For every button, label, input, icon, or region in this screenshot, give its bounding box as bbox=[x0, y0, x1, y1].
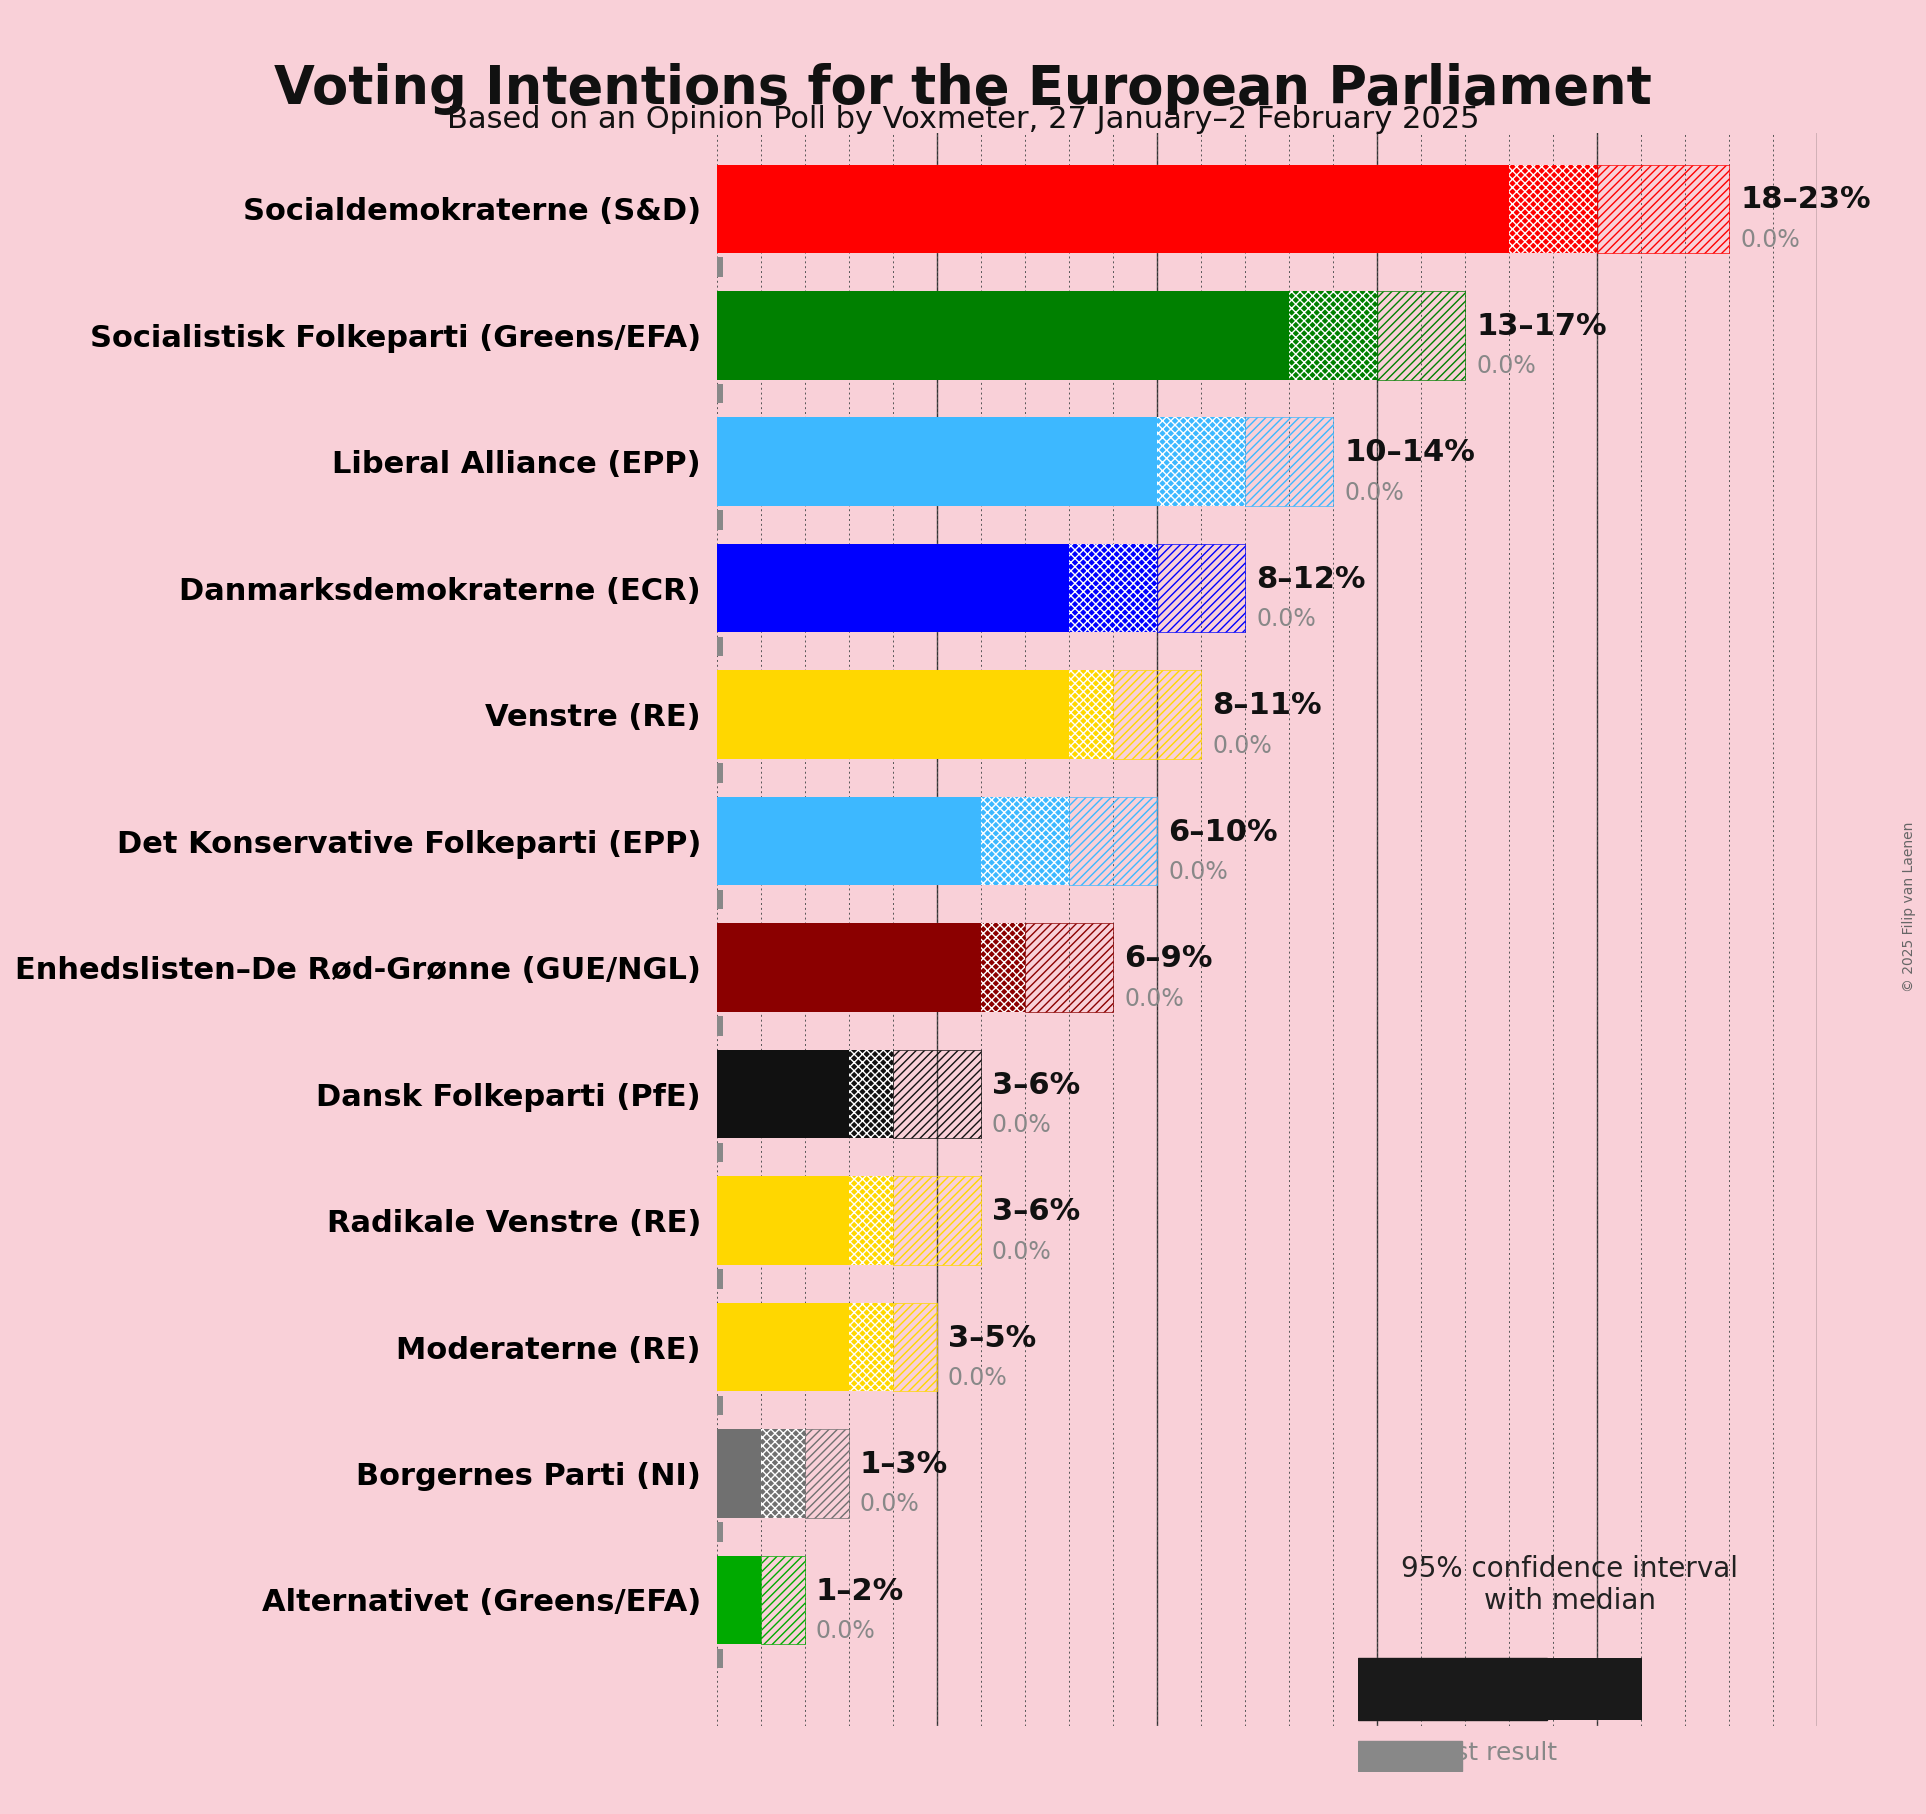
Bar bbox=[1510, 165, 1597, 254]
Bar bbox=[716, 1270, 724, 1288]
Text: 0.0%: 0.0% bbox=[1256, 608, 1315, 631]
Bar bbox=[805, 1429, 849, 1518]
Bar bbox=[716, 1016, 724, 1036]
Text: 6–10%: 6–10% bbox=[1167, 818, 1277, 847]
Bar bbox=[980, 796, 1069, 885]
Text: 0.0%: 0.0% bbox=[1344, 481, 1404, 504]
Text: 8–11%: 8–11% bbox=[1211, 691, 1321, 720]
Bar bbox=[1358, 1658, 1547, 1720]
Bar bbox=[849, 1050, 894, 1139]
Text: 0.0%: 0.0% bbox=[1741, 229, 1801, 252]
Text: 8–12%: 8–12% bbox=[1256, 564, 1366, 593]
Text: 0.0%: 0.0% bbox=[817, 1618, 876, 1643]
Bar bbox=[761, 1429, 805, 1518]
Bar bbox=[716, 1556, 761, 1643]
Text: 95% confidence interval
with median: 95% confidence interval with median bbox=[1402, 1555, 1737, 1614]
Bar bbox=[1069, 671, 1113, 758]
Text: Last result: Last result bbox=[1425, 1741, 1556, 1765]
Text: 0.0%: 0.0% bbox=[992, 1239, 1052, 1264]
Bar bbox=[980, 923, 1025, 1012]
Bar bbox=[716, 165, 1510, 254]
Text: © 2025 Filip van Laenen: © 2025 Filip van Laenen bbox=[1903, 822, 1916, 992]
Text: 0.0%: 0.0% bbox=[1475, 354, 1537, 379]
Bar bbox=[716, 1429, 761, 1518]
Bar bbox=[1288, 290, 1377, 379]
Bar bbox=[716, 385, 724, 403]
Bar bbox=[1597, 165, 1730, 254]
Bar bbox=[716, 1050, 849, 1139]
Bar bbox=[1377, 290, 1466, 379]
Bar bbox=[716, 1649, 724, 1669]
Bar bbox=[716, 671, 1069, 758]
Bar bbox=[1547, 1658, 1643, 1720]
Bar bbox=[716, 796, 980, 885]
Bar bbox=[716, 764, 724, 784]
Bar bbox=[1158, 544, 1244, 633]
Text: 18–23%: 18–23% bbox=[1741, 185, 1870, 214]
Text: 0.0%: 0.0% bbox=[1125, 987, 1184, 1010]
Bar bbox=[716, 1175, 849, 1264]
Bar bbox=[849, 1175, 894, 1264]
Text: 0.0%: 0.0% bbox=[948, 1366, 1007, 1390]
Bar bbox=[894, 1050, 980, 1139]
Text: Voting Intentions for the European Parliament: Voting Intentions for the European Parli… bbox=[273, 63, 1653, 116]
Text: 10–14%: 10–14% bbox=[1344, 439, 1475, 468]
Bar bbox=[716, 1522, 724, 1542]
Text: 13–17%: 13–17% bbox=[1475, 312, 1606, 341]
Bar bbox=[849, 1302, 894, 1391]
Bar bbox=[1158, 417, 1244, 506]
Text: 1–2%: 1–2% bbox=[817, 1576, 903, 1605]
Bar bbox=[894, 1302, 936, 1391]
Bar bbox=[716, 258, 724, 278]
Bar bbox=[1358, 1741, 1462, 1770]
Text: 0.0%: 0.0% bbox=[1167, 860, 1229, 883]
Bar bbox=[716, 637, 724, 657]
Bar bbox=[716, 1143, 724, 1163]
Bar bbox=[716, 417, 1158, 506]
Text: 0.0%: 0.0% bbox=[992, 1114, 1052, 1137]
Text: 3–6%: 3–6% bbox=[992, 1197, 1080, 1226]
Bar bbox=[1244, 417, 1333, 506]
Text: 3–6%: 3–6% bbox=[992, 1070, 1080, 1099]
Bar bbox=[716, 891, 724, 909]
Bar bbox=[1643, 1658, 1737, 1720]
Text: 0.0%: 0.0% bbox=[859, 1493, 921, 1517]
Text: Based on an Opinion Poll by Voxmeter, 27 January–2 February 2025: Based on an Opinion Poll by Voxmeter, 27… bbox=[447, 105, 1479, 134]
Text: 6–9%: 6–9% bbox=[1125, 945, 1213, 974]
Bar bbox=[1113, 671, 1202, 758]
Bar bbox=[1069, 796, 1158, 885]
Bar bbox=[761, 1556, 805, 1643]
Bar bbox=[716, 544, 1069, 633]
Bar bbox=[716, 923, 980, 1012]
Bar bbox=[716, 1302, 849, 1391]
Bar bbox=[716, 510, 724, 530]
Bar bbox=[716, 1395, 724, 1415]
Bar bbox=[1025, 923, 1113, 1012]
Bar bbox=[894, 1175, 980, 1264]
Text: 3–5%: 3–5% bbox=[948, 1324, 1036, 1353]
Text: 0.0%: 0.0% bbox=[1211, 733, 1271, 758]
Text: 1–3%: 1–3% bbox=[859, 1449, 948, 1478]
Bar bbox=[716, 290, 1288, 379]
Bar bbox=[1069, 544, 1158, 633]
